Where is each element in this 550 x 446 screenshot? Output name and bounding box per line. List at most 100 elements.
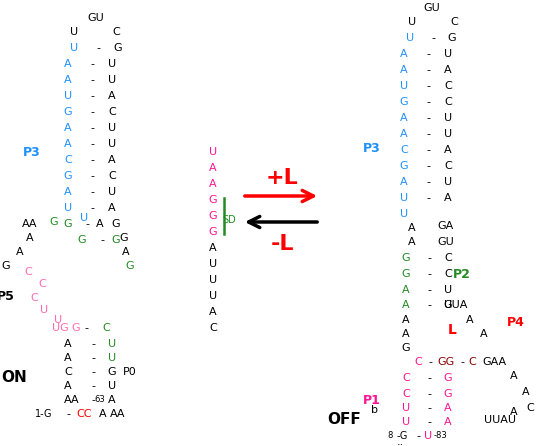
Text: A: A [510,407,518,417]
Text: U: U [108,339,116,349]
Text: -: - [90,171,94,181]
Text: C: C [402,389,410,399]
Text: G: G [112,235,120,245]
Text: G: G [50,217,58,227]
Text: G: G [72,323,80,333]
Text: -: - [90,91,94,101]
Text: -: - [90,187,94,197]
Text: A: A [122,247,130,257]
Text: A: A [444,193,452,203]
Text: OFF: OFF [327,413,361,428]
Text: GUA: GUA [444,300,468,310]
Text: GAA: GAA [482,357,506,367]
Text: -: - [427,389,431,399]
Text: -: - [90,155,94,165]
Text: U: U [108,123,116,133]
Text: GA: GA [437,221,453,231]
Text: U: U [424,431,432,441]
Text: -: - [427,269,431,279]
Text: U: U [64,203,72,213]
Text: U: U [108,187,116,197]
Text: P3: P3 [23,145,41,158]
Text: U: U [64,91,72,101]
Text: A: A [400,129,408,139]
Text: -: - [426,113,430,123]
Text: GU: GU [87,13,104,23]
Text: CC: CC [76,409,92,419]
Text: -: - [427,285,431,295]
Text: A: A [408,223,416,233]
Text: SD: SD [222,215,236,225]
Text: U: U [402,417,410,427]
Text: A: A [400,113,408,123]
Text: A: A [209,163,217,173]
Text: -: - [84,323,88,333]
Text: G: G [444,373,452,383]
Text: G: G [64,171,72,181]
Text: A: A [444,417,452,427]
Text: G: G [400,161,408,171]
Text: -L: -L [270,234,294,254]
Text: U: U [54,315,62,325]
Text: -83: -83 [433,431,447,441]
Text: A: A [209,243,217,253]
Text: G: G [402,343,410,353]
Text: C: C [38,279,46,289]
Text: -: - [426,161,430,171]
Text: U: U [209,147,217,157]
Text: U: U [406,33,414,43]
Text: U: U [400,193,408,203]
Text: C: C [400,145,408,155]
Text: -: - [426,193,430,203]
Text: A: A [96,219,104,229]
Text: -: - [426,129,430,139]
Text: A: A [400,49,408,59]
Text: C: C [444,161,452,171]
Text: -: - [90,107,94,117]
Text: G: G [444,389,452,399]
Text: A: A [402,329,410,339]
Text: -: - [426,177,430,187]
Text: A: A [522,387,530,397]
Text: AA: AA [22,219,38,229]
Text: -G: -G [397,431,408,441]
Text: AA: AA [110,409,126,419]
Text: C: C [30,293,38,303]
Text: -: - [416,431,420,441]
Text: A: A [64,123,72,133]
Text: A: A [64,59,72,69]
Text: G: G [126,261,134,271]
Text: G: G [208,227,217,237]
Text: U: U [444,285,452,295]
Text: C: C [468,357,476,367]
Text: -: - [427,300,431,310]
Text: -: - [426,49,430,59]
Text: P1: P1 [363,393,381,406]
Text: A: A [510,371,518,381]
Text: C: C [444,81,452,91]
Text: -: - [427,417,431,427]
Text: A: A [64,339,72,349]
Text: U: U [70,43,78,53]
Text: U: U [444,129,452,139]
Text: -: - [426,97,430,107]
Text: A: A [71,395,79,405]
Text: 8: 8 [387,431,393,441]
Text: 1-G: 1-G [35,409,53,419]
Text: A: A [402,300,410,310]
Text: GU: GU [438,237,454,247]
Text: A: A [64,353,72,363]
Text: C: C [444,253,452,263]
Text: -: - [427,373,431,383]
Text: U: U [80,213,88,223]
Text: A: A [64,75,72,85]
Text: A: A [402,315,410,325]
Text: C: C [444,269,452,279]
Text: U: U [444,113,452,123]
Text: C: C [102,323,110,333]
Text: A: A [400,65,408,75]
Text: A: A [480,329,488,339]
Text: U: U [209,291,217,301]
Text: A: A [408,237,416,247]
Text: A: A [444,145,452,155]
